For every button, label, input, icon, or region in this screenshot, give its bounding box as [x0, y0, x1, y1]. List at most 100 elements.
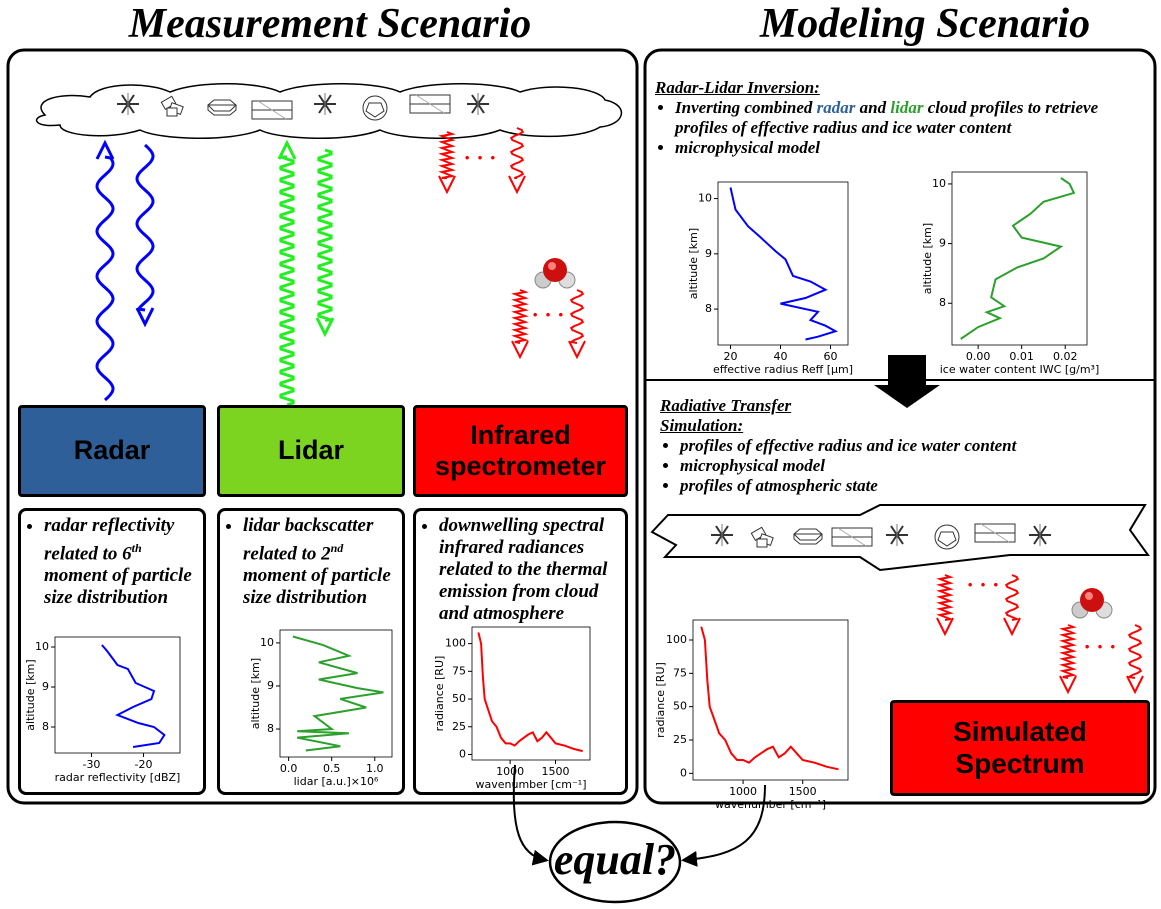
wave — [1129, 625, 1141, 678]
water-molecule — [1072, 588, 1112, 618]
bullet-item: downwelling spectral infrared radiances … — [439, 515, 622, 625]
x-axis-label: effective radius Reff [μm] — [713, 363, 853, 376]
measurement-title: Measurement Scenario — [60, 0, 600, 48]
simulation-list: profiles of effective radius and ice wat… — [660, 436, 1140, 496]
bullet-text: downwelling spectral infrared radiances … — [439, 515, 607, 624]
bullet-text: lidar backscatter related to 2 — [243, 515, 373, 564]
x-tick-label: 0.01 — [1009, 350, 1034, 363]
x-tick-label: 0.02 — [1053, 350, 1078, 363]
bullet-sup: nd — [331, 541, 344, 555]
cloud-layer — [652, 505, 1148, 570]
dots: · · · — [1083, 634, 1116, 659]
bullet-segment: and — [855, 98, 890, 117]
inversion-bullet: Inverting combined radar and lidar cloud… — [675, 98, 1145, 138]
y-tick-label: 75 — [673, 666, 687, 679]
modeling-title: Modeling Scenario — [700, 0, 1150, 48]
wave-head — [1060, 676, 1076, 692]
wave-head — [569, 341, 585, 357]
simulation-bullet: profiles of effective radius and ice wat… — [680, 436, 1140, 456]
bullet-list: lidar backscatter related to 2nd moment … — [225, 515, 399, 609]
wave-head — [1004, 618, 1020, 634]
y-tick-label: 8 — [939, 296, 946, 309]
ice-crystal — [935, 525, 959, 549]
plot: 0.00 0.01 0.02 8 9 10 ice water content IWC [g… — [921, 172, 1099, 376]
ice-crystal — [832, 528, 872, 546]
simulation-bullet: microphysical model — [680, 456, 1140, 476]
y-tick-label: 50 — [673, 700, 687, 713]
wave — [515, 290, 525, 343]
wave-head — [937, 618, 953, 634]
x-tick-label: 40 — [774, 350, 788, 363]
ice-crystal — [975, 524, 1015, 542]
simulated-spectrum-box: Simulated Spectrum — [890, 700, 1150, 796]
wave — [940, 575, 950, 620]
plot: 1000 1500 0 25 50 75 100 wavenumber [cm⁻¹] radia… — [654, 620, 848, 811]
y-tick-label: 8 — [705, 302, 712, 315]
dots: · · · — [966, 572, 999, 597]
wave-head — [512, 341, 528, 357]
y-tick-label: 10 — [698, 192, 712, 205]
plot-frame — [718, 182, 848, 345]
bullet-list: radar reflectivity related to 6th moment… — [26, 515, 200, 609]
y-tick-label: 0 — [680, 766, 687, 779]
wave-head — [1127, 676, 1143, 692]
ice-crystal — [252, 101, 292, 119]
instrument-bullet: lidar backscatter related to 2nd moment … — [225, 515, 399, 609]
y-axis-label: altitude [km] — [687, 228, 700, 299]
x-axis-label: wavenumber [cm⁻¹] — [715, 798, 826, 811]
instrument-bullet: downwelling spectral infrared radiances … — [421, 515, 622, 625]
x-axis-label: ice water content IWC [g/m³] — [940, 363, 1100, 376]
simulation-block: Radiative Transfer Simulation: profiles … — [660, 396, 1140, 496]
bullet-sup: th — [132, 541, 142, 555]
bullet-text: moment of particle size distribution — [243, 565, 391, 608]
bullet-segment: radar — [817, 98, 856, 117]
bullet-segment: microphysical model — [675, 138, 820, 157]
inversion-list: Inverting combined radar and lidar cloud… — [655, 98, 1145, 158]
y-tick-label: 10 — [932, 177, 946, 190]
instrument-box: Infrared spectrometer — [413, 405, 628, 497]
ice-crystal — [410, 95, 450, 113]
ice-crystal — [363, 96, 387, 120]
dots: · · · — [463, 145, 496, 170]
y-tick-label: 100 — [666, 633, 687, 646]
y-tick-label: 9 — [705, 247, 712, 260]
x-tick-label: 0.00 — [966, 350, 991, 363]
simulation-bullet: profiles of atmospheric state — [680, 476, 1140, 496]
inversion-bullet: microphysical model — [675, 138, 1145, 158]
wave — [281, 157, 293, 405]
wave-head — [97, 143, 113, 159]
plot-frame — [952, 172, 1087, 345]
x-tick-label: 60 — [824, 350, 838, 363]
bullet-text: moment of particle size distribution — [44, 565, 192, 608]
dots: · · · — [531, 302, 564, 327]
wave — [137, 145, 153, 310]
y-axis-label: altitude [km] — [921, 223, 934, 294]
x-tick-label: 1500 — [789, 785, 817, 798]
y-axis-label: radiance [RU] — [654, 662, 667, 738]
question: equal? — [554, 835, 676, 884]
bullet-segment: Inverting combined — [675, 98, 817, 117]
bullet-text: radar reflectivity related to 6 — [44, 515, 174, 564]
wave — [319, 150, 331, 320]
inversion-heading: Radar-Lidar Inversion: — [655, 78, 1145, 98]
instrument-box: Radar — [18, 405, 206, 497]
page: equal? · · ·· · ·· · ·· · · -30-208910ra… — [0, 0, 1161, 909]
wave — [571, 290, 583, 343]
simulation-heading: Radiative Transfer Simulation: — [660, 396, 830, 436]
bullet-list: downwelling spectral infrared radiances … — [421, 515, 622, 625]
bullet-segment: lidar — [890, 98, 923, 117]
bullet-item: lidar backscatter related to 2nd moment … — [243, 515, 399, 609]
x-tick-label: 1000 — [729, 785, 757, 798]
wave — [97, 157, 113, 400]
bullet-item: radar reflectivity related to 6th moment… — [44, 515, 200, 609]
water-molecule — [535, 258, 575, 288]
wave-head — [137, 308, 153, 324]
inversion-block: Radar-Lidar Inversion: Inverting combine… — [655, 78, 1145, 158]
wave — [1063, 625, 1073, 678]
y-tick-label: 9 — [939, 237, 946, 250]
y-tick-label: 25 — [673, 733, 687, 746]
wave — [1006, 575, 1018, 620]
instrument-box: Lidar — [217, 405, 405, 497]
instrument-bullet: radar reflectivity related to 6th moment… — [26, 515, 200, 609]
